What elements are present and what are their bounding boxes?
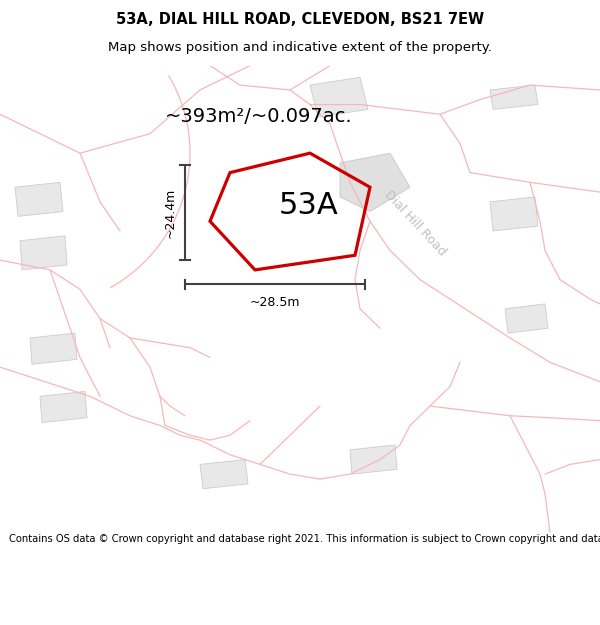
Polygon shape xyxy=(350,445,397,474)
Polygon shape xyxy=(20,236,67,270)
Polygon shape xyxy=(40,391,87,422)
Polygon shape xyxy=(490,197,538,231)
Text: ~393m²/~0.097ac.: ~393m²/~0.097ac. xyxy=(165,107,353,126)
Text: ~24.4m: ~24.4m xyxy=(164,188,177,238)
Polygon shape xyxy=(15,182,63,216)
Polygon shape xyxy=(505,304,548,333)
Polygon shape xyxy=(490,85,538,109)
Text: 53A, DIAL HILL ROAD, CLEVEDON, BS21 7EW: 53A, DIAL HILL ROAD, CLEVEDON, BS21 7EW xyxy=(116,12,484,27)
Polygon shape xyxy=(310,78,368,117)
Polygon shape xyxy=(340,153,410,211)
Polygon shape xyxy=(200,459,248,489)
Text: Dial Hill Road: Dial Hill Road xyxy=(382,188,448,258)
Text: Map shows position and indicative extent of the property.: Map shows position and indicative extent… xyxy=(108,41,492,54)
Polygon shape xyxy=(30,333,77,364)
Text: Contains OS data © Crown copyright and database right 2021. This information is : Contains OS data © Crown copyright and d… xyxy=(9,534,600,544)
Text: 53A: 53A xyxy=(278,191,338,219)
Text: ~28.5m: ~28.5m xyxy=(250,296,300,309)
